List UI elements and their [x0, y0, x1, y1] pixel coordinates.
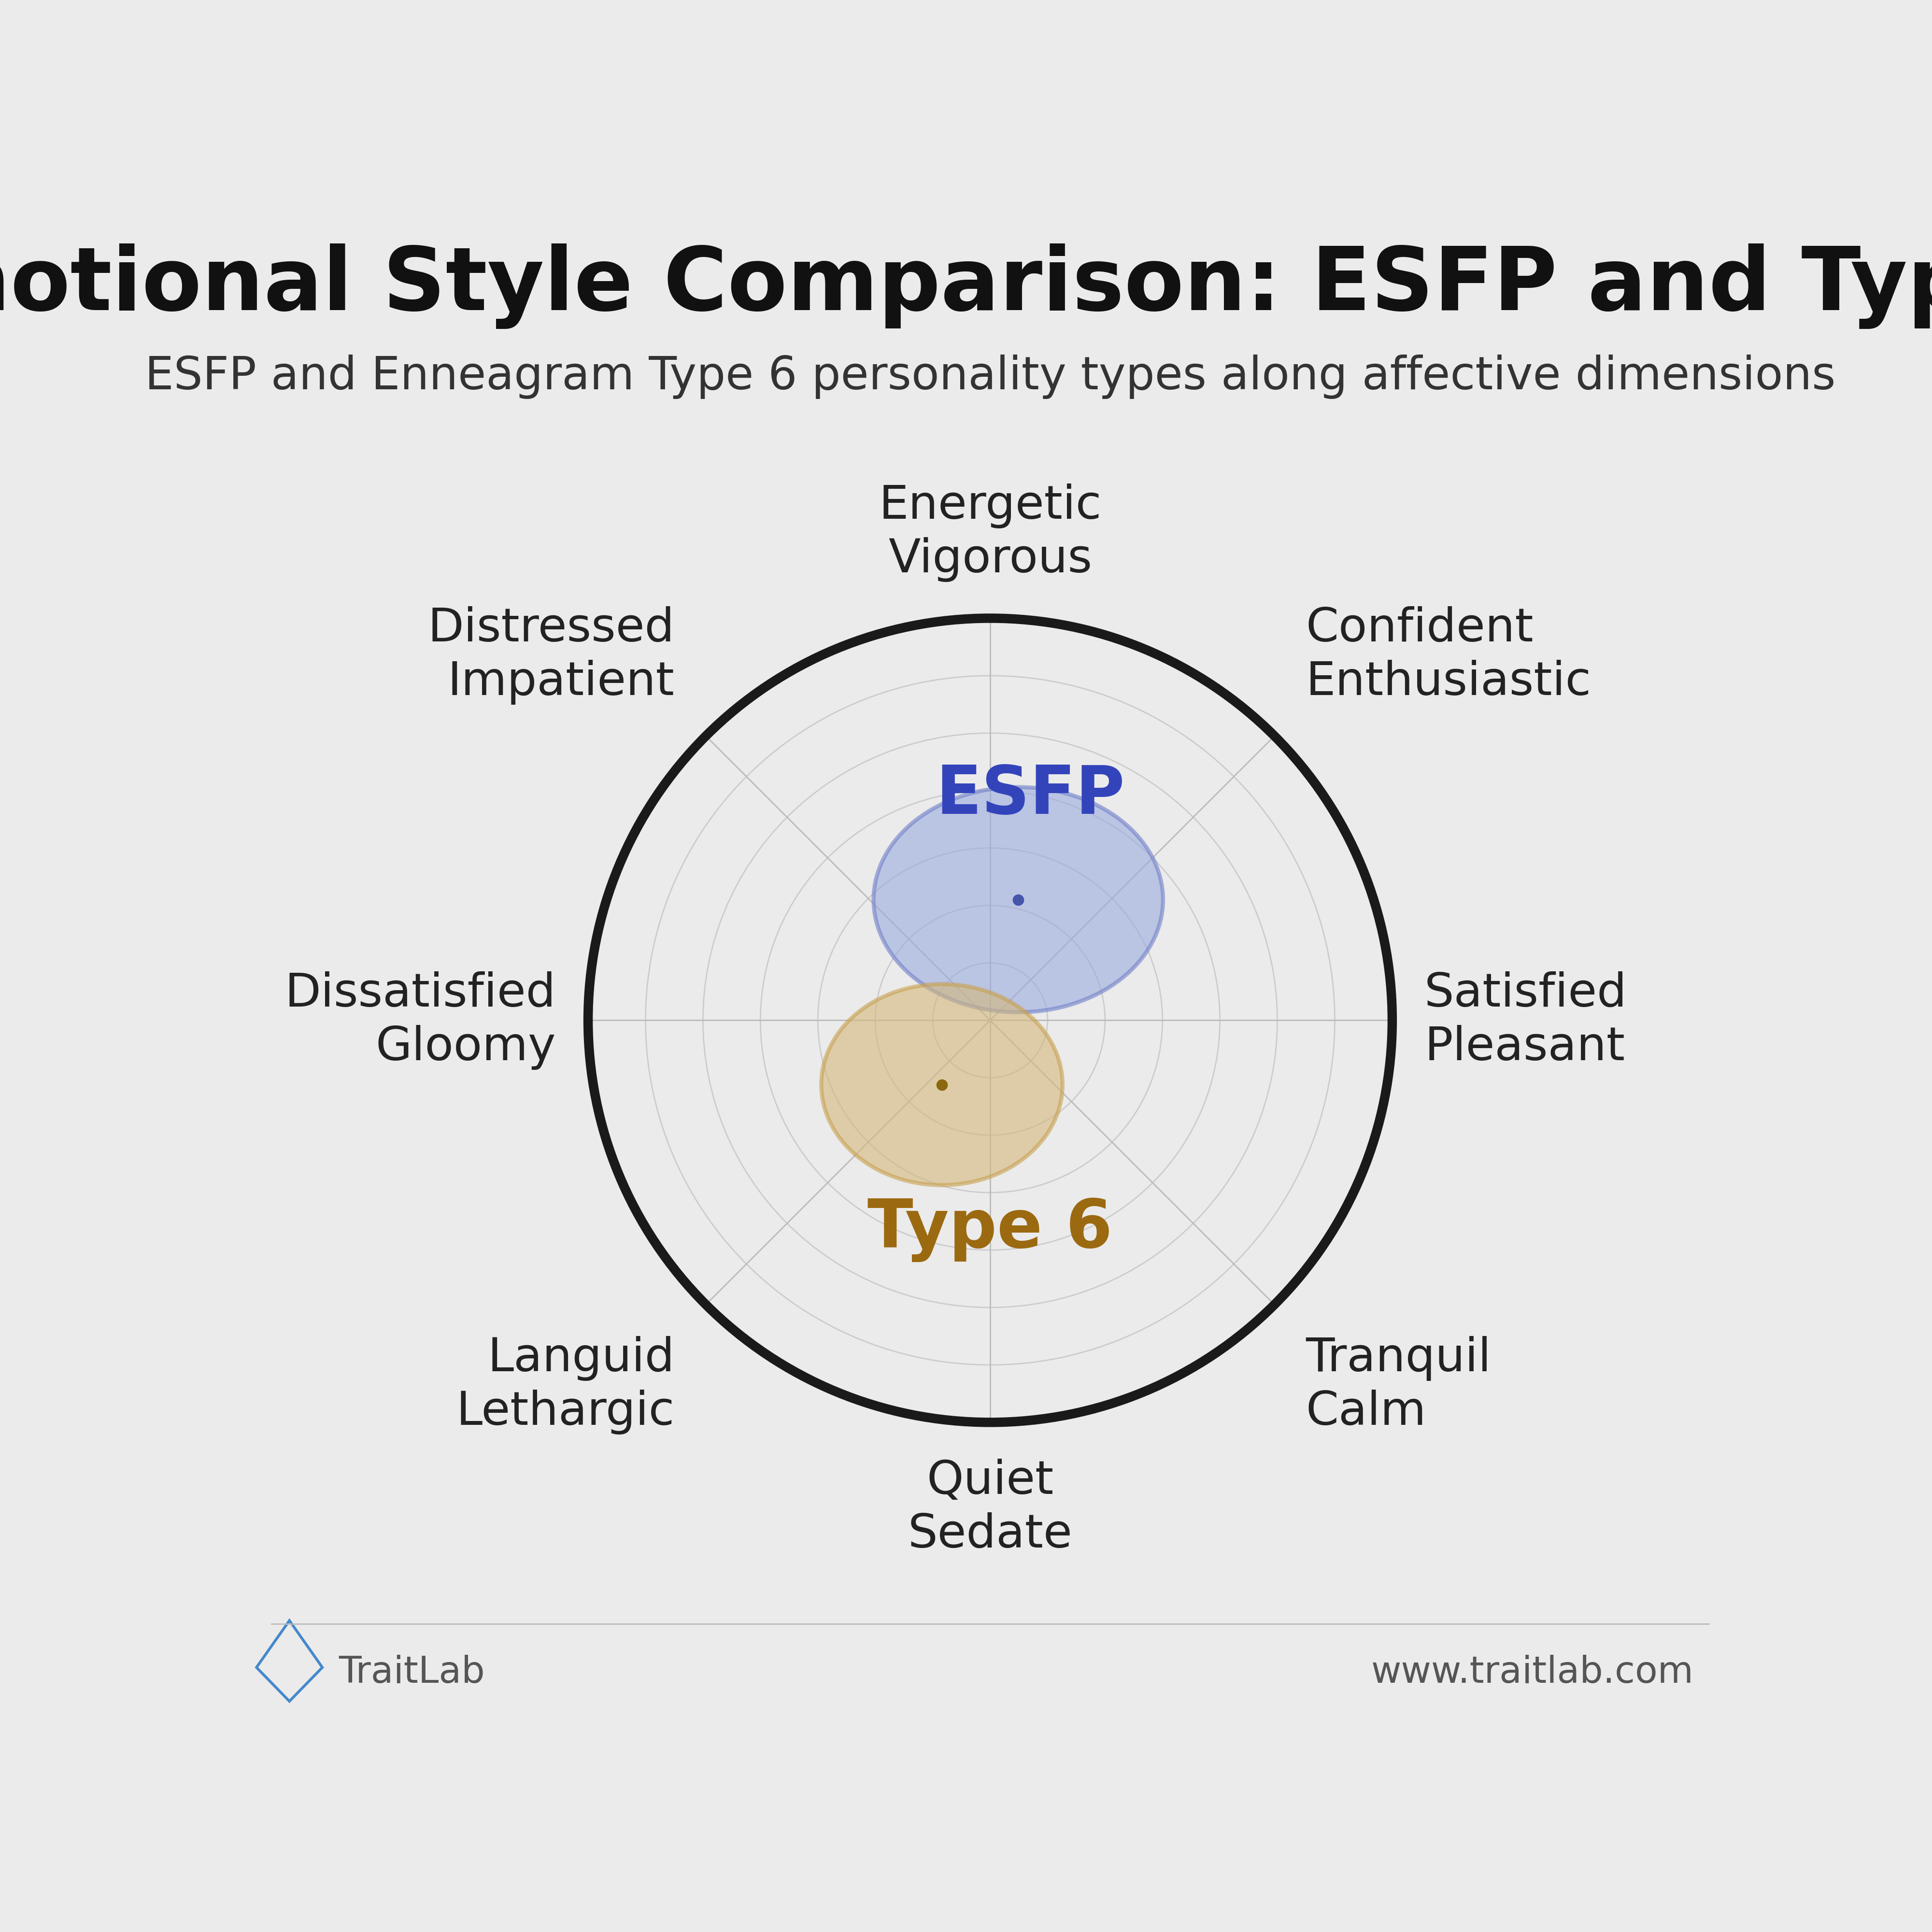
Text: Emotional Style Comparison: ESFP and Type 6: Emotional Style Comparison: ESFP and Typ…: [0, 243, 1932, 328]
Ellipse shape: [821, 983, 1063, 1184]
Text: Quiet
Sedate: Quiet Sedate: [908, 1459, 1072, 1557]
Text: Satisfied
Pleasant: Satisfied Pleasant: [1424, 972, 1627, 1070]
Text: Distressed
Impatient: Distressed Impatient: [427, 607, 674, 705]
Text: Languid
Lethargic: Languid Lethargic: [456, 1335, 674, 1435]
Text: Type 6: Type 6: [867, 1196, 1113, 1262]
Text: ESFP: ESFP: [935, 763, 1124, 827]
Text: Tranquil
Calm: Tranquil Calm: [1306, 1335, 1492, 1435]
Text: ESFP and Enneagram Type 6 personality types along affective dimensions: ESFP and Enneagram Type 6 personality ty…: [145, 355, 1835, 400]
Text: Confident
Enthusiastic: Confident Enthusiastic: [1306, 607, 1592, 705]
Text: Dissatisfied
Gloomy: Dissatisfied Gloomy: [284, 972, 556, 1070]
Text: TraitLab: TraitLab: [338, 1654, 485, 1690]
Text: Energetic
Vigorous: Energetic Vigorous: [879, 483, 1101, 582]
Ellipse shape: [873, 786, 1163, 1012]
Text: www.traitlab.com: www.traitlab.com: [1372, 1654, 1694, 1690]
